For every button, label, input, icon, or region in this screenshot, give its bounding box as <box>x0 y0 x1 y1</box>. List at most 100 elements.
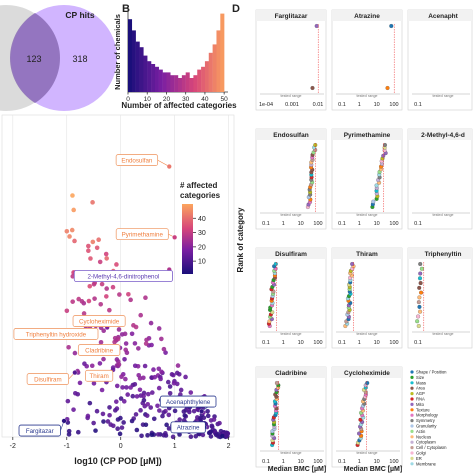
scatter-point <box>178 387 184 393</box>
rank-point <box>310 85 315 90</box>
scatter-point <box>104 294 109 299</box>
rank-panel: 2-Methyl-4,6-d tested range 0.1 <box>407 128 473 230</box>
rank-point <box>350 262 355 267</box>
tested-range-label: tested range <box>356 213 377 217</box>
scatter-point <box>90 239 96 245</box>
histogram-bar <box>135 41 140 92</box>
scatter-point <box>122 331 128 337</box>
scatter-point <box>138 408 143 413</box>
legend-swatch <box>410 397 414 401</box>
scatter-point <box>72 238 77 244</box>
scatter-point <box>91 420 96 426</box>
scatter-point <box>110 284 116 290</box>
legend-entry: Mass <box>416 380 426 385</box>
scatter-label-text: Acenaphthylene <box>166 399 211 406</box>
scatter-point <box>114 399 119 404</box>
scatter-point <box>117 431 123 437</box>
scatter-tick-label: 0 <box>119 443 123 450</box>
scatter-point <box>133 412 139 417</box>
scatter-point <box>144 337 149 343</box>
rank-point <box>417 276 422 281</box>
scatter-point <box>151 416 157 422</box>
scatter-point <box>66 344 71 350</box>
rank-panel-header <box>408 248 472 259</box>
rank-point <box>273 262 278 267</box>
scatter-point <box>115 426 120 432</box>
scatter-point <box>141 397 147 403</box>
legend-entry: RNA <box>416 397 425 402</box>
scatter-point <box>145 433 150 438</box>
rank-point <box>357 431 362 436</box>
scatter-point <box>141 393 146 399</box>
scatter-point <box>148 320 154 326</box>
scatter-point <box>88 256 93 261</box>
scatter-point <box>71 207 76 213</box>
colorbar-tick-label: 40 <box>198 216 206 223</box>
histogram-bar <box>151 64 156 92</box>
scatter-point <box>157 408 162 413</box>
scatter-point <box>64 228 70 234</box>
scatter-point <box>103 251 109 257</box>
scatter-point <box>205 408 210 414</box>
scatter-point <box>138 312 143 318</box>
rank-tick-label: 100 <box>389 102 398 108</box>
rank-panel-title: Atrazine <box>354 13 380 20</box>
scatter-point <box>72 350 78 356</box>
scatter-point <box>159 336 164 342</box>
rank-panel-header <box>408 129 472 140</box>
scatter-point <box>125 392 130 397</box>
scatter-label-box <box>159 395 217 408</box>
rank-point <box>417 295 422 300</box>
rank-panel: Cycloheximide tested range 0.1 1 10 100 <box>331 366 403 468</box>
rank-tick-label: 0.1 <box>414 221 422 227</box>
rank-panel-title: Disulfiram <box>275 251 307 258</box>
histogram-bar <box>201 66 206 92</box>
scatter-point <box>85 413 91 419</box>
scatter-point <box>114 357 120 362</box>
scatter-labelled-point <box>199 408 205 414</box>
rank-point <box>419 266 424 271</box>
scatter-point <box>217 420 222 426</box>
histogram-bar <box>185 72 190 92</box>
rank-point <box>418 281 423 286</box>
scatter-point <box>208 434 214 439</box>
histogram-bar <box>220 13 225 93</box>
scatter-point <box>100 411 106 417</box>
histogram-panel: B Number of chemicals Number of affected… <box>113 3 237 110</box>
scatter-label-box <box>26 373 70 385</box>
scatter-point <box>165 379 171 385</box>
scatter-point <box>112 335 118 341</box>
scatter-point <box>134 427 140 433</box>
histogram-bar <box>216 30 221 92</box>
rank-point <box>358 417 363 422</box>
legend-swatch <box>410 402 414 406</box>
scatter-point <box>145 401 151 407</box>
rank-panel: Thiram tested range 0.1 1 10 100 <box>331 247 403 349</box>
scatter-point <box>86 243 91 249</box>
rank-point <box>371 199 376 204</box>
histogram-tick-label: 30 <box>182 96 190 103</box>
rank-tick-label: 100 <box>313 340 322 346</box>
histogram-bar <box>189 78 194 92</box>
scatter-point <box>90 200 95 205</box>
scatter-point <box>160 413 165 419</box>
scatter-point <box>126 291 131 297</box>
scatter-point <box>87 283 93 289</box>
rank-panel: Endosulfan tested range 0.1 1 10 100 <box>255 128 327 230</box>
rank-point <box>374 183 379 188</box>
rank-tick-label: 1 <box>282 221 285 227</box>
rank-tick-label: 100 <box>389 340 398 346</box>
scatter-point <box>116 327 122 332</box>
scatter-label-text: Triphenyltin hydroxide <box>26 331 87 338</box>
histogram-bar <box>147 61 152 92</box>
rank-point <box>418 262 423 267</box>
scatter-point <box>181 409 187 414</box>
scatter-point <box>66 428 72 434</box>
scatter-point <box>120 385 125 390</box>
colorbar <box>182 204 193 274</box>
scatter-point <box>92 296 97 301</box>
scatter-point <box>130 393 136 399</box>
rank-panel-title: Thiram <box>356 251 378 258</box>
scatter-point <box>131 323 136 328</box>
scatter-point <box>86 298 92 304</box>
